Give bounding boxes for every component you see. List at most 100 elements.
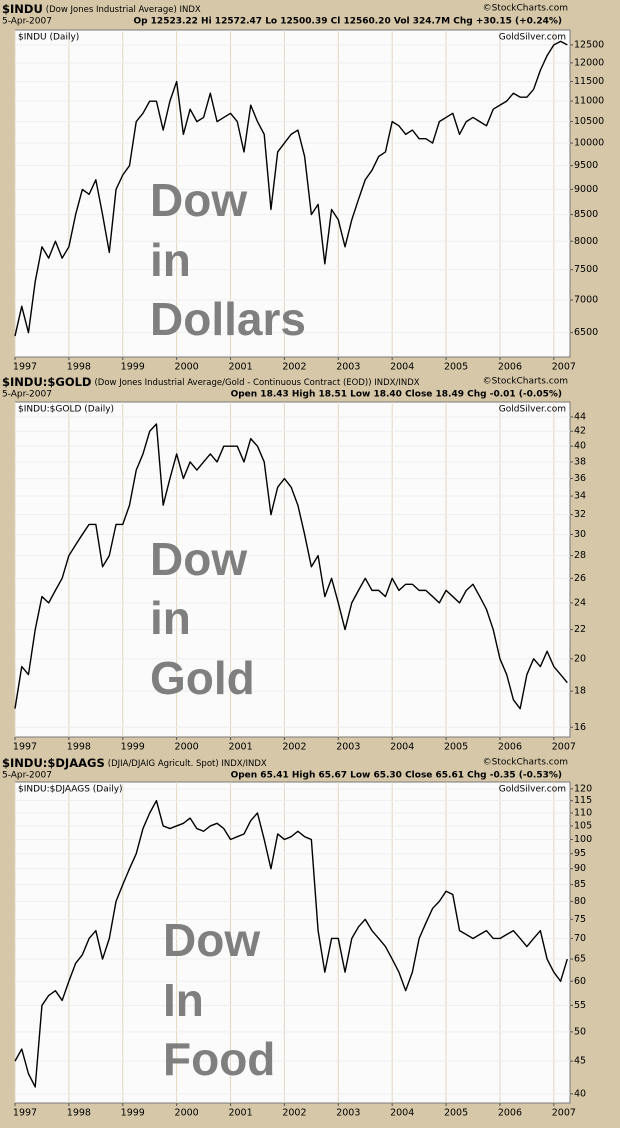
y-tick-label: 95 (574, 848, 586, 859)
y-tick-label: 80 (574, 896, 586, 907)
x-tick-label: 2007 (552, 362, 576, 373)
symbol: $INDU:$GOLD (2, 375, 91, 389)
y-tick-label: 9500 (574, 160, 598, 171)
x-tick-label: 2000 (175, 1108, 199, 1119)
quote: Op 12523.22 Hi 12572.47 Lo 12500.39 Cl 1… (133, 17, 562, 27)
watermark: GoldSilver.com (499, 405, 566, 415)
y-tick-label: 30 (574, 529, 586, 540)
y-tick-label: 28 (574, 550, 586, 561)
annotation: Dow (163, 914, 260, 966)
annotation: Food (163, 1033, 275, 1085)
annotation: Dollars (150, 293, 306, 345)
y-tick-label: 105 (574, 820, 592, 831)
y-tick-label: 26 (574, 573, 586, 584)
x-tick-label: 1998 (67, 742, 91, 753)
y-tick-label: 16 (574, 722, 586, 733)
x-tick-label: 2001 (228, 362, 252, 373)
symbol: $INDU:$DJAAGS (2, 756, 105, 770)
x-tick-label: 1998 (67, 1108, 91, 1119)
description: (Dow Jones Industrial Average/Gold - Con… (94, 378, 419, 388)
description: (Dow Jones Industrial Average) INDX (46, 5, 201, 15)
date: 5-Apr-2007 (2, 390, 52, 400)
y-tick-label: 55 (574, 1000, 586, 1011)
y-tick-label: 32 (574, 509, 586, 520)
y-tick-label: 40 (574, 1088, 586, 1099)
y-tick-label: 7500 (574, 264, 598, 275)
y-tick-label: 10500 (574, 116, 604, 127)
source: ©StockCharts.com (483, 377, 568, 387)
x-tick-label: 1999 (121, 742, 145, 753)
price-line (14, 423, 568, 710)
x-tick-label: 2003 (336, 362, 360, 373)
y-tick-label: 20 (574, 653, 586, 664)
x-tick-label: 2005 (444, 362, 468, 373)
description: (DJIA/DJAIG Agricult. Spot) INDX/INDX (108, 759, 267, 769)
x-tick-label: 2005 (444, 742, 468, 753)
y-tick-label: 18 (574, 686, 586, 697)
x-tick-label: 2003 (336, 1108, 360, 1119)
annotation: in (150, 592, 191, 644)
y-tick-label: 11000 (574, 96, 604, 107)
y-tick-label: 40 (574, 441, 586, 452)
y-tick-label: 45 (574, 1056, 586, 1067)
y-tick-label: 75 (574, 914, 586, 925)
y-tick-label: 36 (574, 473, 586, 484)
y-tick-label: 65 (574, 954, 586, 965)
y-tick-label: 38 (574, 456, 586, 467)
y-tick-label: 6500 (574, 327, 598, 338)
symbol: $INDU (2, 2, 43, 16)
x-tick-label: 2004 (390, 1108, 414, 1119)
y-tick-label: 120 (574, 783, 592, 794)
quote: Open 18.43 High 18.51 Low 18.40 Close 18… (231, 390, 562, 400)
chart-title: $INDU:$DJAAGS (DJIA/DJAIG Agricult. Spot)… (2, 756, 267, 770)
x-tick-label: 2000 (175, 362, 199, 373)
y-tick-label: 115 (574, 795, 592, 806)
chart-title: $INDU:$GOLD (Dow Jones Industrial Average… (2, 375, 420, 389)
x-tick-label: 2003 (336, 742, 360, 753)
y-tick-label: 9000 (574, 184, 598, 195)
annotation: in (150, 234, 191, 286)
y-tick-label: 110 (574, 808, 592, 819)
x-tick-label: 1998 (67, 362, 91, 373)
y-tick-label: 90 (574, 863, 586, 874)
price-line (14, 40, 568, 337)
x-tick-label: 1999 (121, 362, 145, 373)
chart-title: $INDU (Dow Jones Industrial Average) INDX (2, 2, 201, 16)
plot-area (14, 29, 571, 358)
y-tick-label: 22 (574, 624, 586, 635)
inner-label: $INDU (Daily) (18, 33, 79, 43)
annotation: In (163, 974, 204, 1026)
y-tick-label: 7000 (574, 295, 598, 306)
y-tick-label: 8000 (574, 236, 598, 247)
x-tick-label: 1999 (121, 1108, 145, 1119)
source: ©StockCharts.com (483, 4, 568, 14)
x-tick-label: 2002 (282, 362, 306, 373)
watermark: GoldSilver.com (499, 33, 566, 43)
y-tick-label: 10000 (574, 138, 604, 149)
price-line (14, 799, 568, 1088)
x-tick-label: 2006 (498, 1108, 522, 1119)
date: 5-Apr-2007 (2, 771, 52, 781)
y-tick-label: 100 (574, 834, 592, 845)
x-tick-label: 2001 (228, 742, 252, 753)
annotation: Dow (150, 533, 247, 585)
x-tick-label: 2006 (498, 362, 522, 373)
date: 5-Apr-2007 (2, 17, 52, 27)
x-tick-label: 2007 (552, 1108, 576, 1119)
x-tick-label: 2000 (175, 742, 199, 753)
y-tick-label: 12500 (574, 39, 604, 50)
source: ©StockCharts.com (483, 758, 568, 768)
y-tick-label: 8500 (574, 209, 598, 220)
x-tick-label: 2004 (390, 742, 414, 753)
y-tick-label: 42 (574, 426, 586, 437)
quote: Open 65.41 High 65.67 Low 65.30 Close 65… (231, 771, 562, 781)
y-tick-label: 12000 (574, 57, 604, 68)
y-tick-label: 50 (574, 1026, 586, 1037)
y-tick-label: 60 (574, 976, 586, 987)
y-tick-label: 44 (574, 411, 586, 422)
x-tick-label: 2001 (228, 1108, 252, 1119)
plot-area (14, 401, 571, 738)
x-tick-label: 2007 (552, 742, 576, 753)
